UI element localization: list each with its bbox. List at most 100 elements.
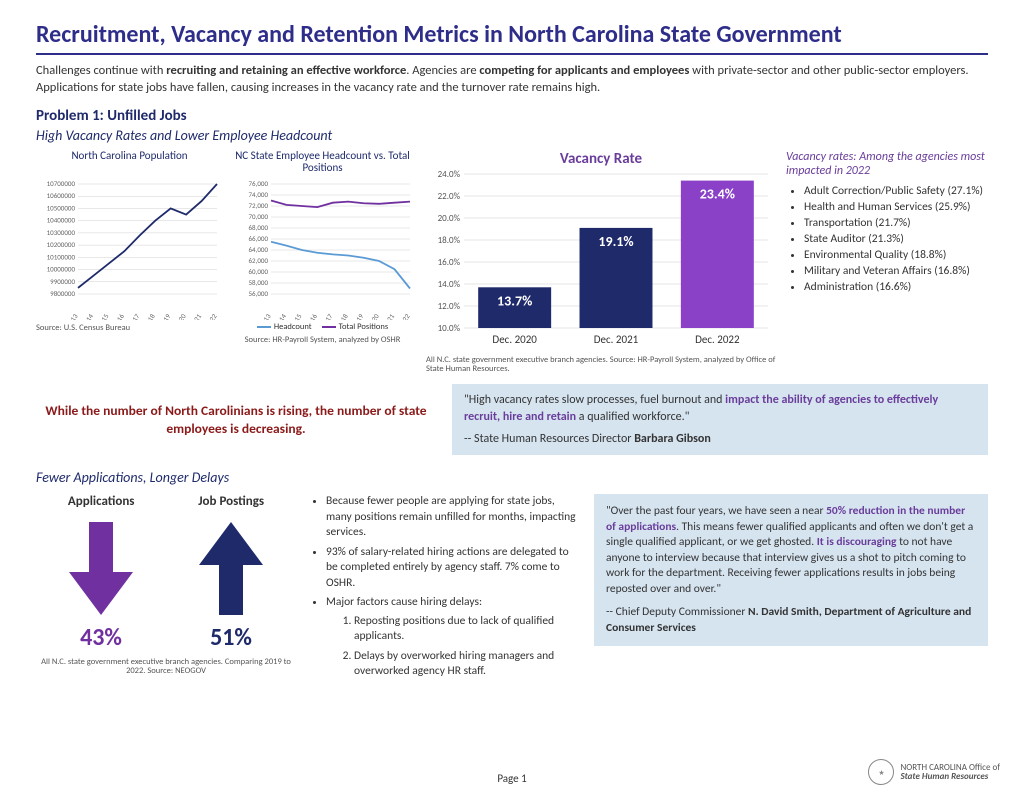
svg-text:2016: 2016 — [303, 311, 319, 319]
footer-org-2: State Human Resources — [900, 772, 1000, 781]
footer-logo: ★ NORTH CAROLINA Office of State Human R… — [868, 759, 1000, 785]
svg-text:2015: 2015 — [95, 311, 111, 319]
agency-item: Environmental Quality (18.8%) — [804, 247, 988, 263]
population-chart-title: North Carolina Population — [36, 150, 223, 176]
agency-item: Military and Veteran Affairs (16.8%) — [804, 263, 988, 279]
svg-text:2022: 2022 — [203, 311, 219, 319]
problem1-heading: Problem 1: Unfilled Jobs — [36, 107, 988, 125]
quote-attribution-name: Barbara Gibson — [634, 432, 711, 446]
svg-text:18.0%: 18.0% — [438, 235, 461, 246]
agency-item: Health and Human Services (25.9%) — [804, 199, 988, 215]
svg-text:60,000: 60,000 — [249, 267, 269, 276]
svg-text:Dec. 2022: Dec. 2022 — [695, 333, 740, 346]
section2-subhead: Fewer Applications, Longer Delays — [36, 469, 988, 486]
svg-text:68,000: 68,000 — [249, 223, 269, 232]
svg-text:56,000: 56,000 — [249, 289, 269, 298]
svg-text:10100000: 10100000 — [47, 252, 76, 261]
quote-attribution: -- State Human Resources Director — [464, 432, 634, 446]
quote-attribution: -- Chief Deputy Commissioner — [606, 605, 748, 619]
agency-item: Administration (16.6%) — [804, 279, 988, 295]
svg-text:10200000: 10200000 — [47, 240, 76, 249]
svg-text:12.0%: 12.0% — [438, 301, 461, 312]
svg-text:10000000: 10000000 — [47, 264, 76, 273]
applications-value: 43% — [80, 623, 122, 652]
quote-gibson: "High vacancy rates slow processes, fuel… — [452, 384, 988, 455]
delay-bullets: Because fewer people are applying for st… — [310, 494, 580, 684]
population-callout: While the number of North Carolinians is… — [36, 402, 436, 437]
svg-text:2019: 2019 — [157, 311, 173, 319]
svg-text:20.0%: 20.0% — [438, 213, 461, 224]
intro-text: . Agencies are — [406, 63, 479, 78]
intro-text: Challenges continue with — [36, 63, 166, 78]
svg-text:76,000: 76,000 — [249, 180, 269, 188]
svg-text:23.4%: 23.4% — [700, 185, 735, 202]
vacancy-chart: Vacancy Rate 10.0% 12.0% 14.0% 16.0% 18.0% 20… — [426, 150, 776, 375]
svg-text:13.7%: 13.7% — [497, 292, 532, 309]
state-seal-icon: ★ — [868, 759, 894, 785]
svg-text:9900000: 9900000 — [50, 277, 75, 286]
svg-text:66,000: 66,000 — [249, 234, 269, 243]
vacancy-chart-title: Vacancy Rate — [426, 150, 776, 168]
svg-text:2018: 2018 — [334, 311, 350, 319]
agencies-heading: Vacancy rates: Among the agencies most i… — [786, 150, 988, 179]
svg-text:10.0%: 10.0% — [438, 323, 461, 334]
svg-text:2015: 2015 — [288, 311, 304, 319]
headcount-chart: NC State Employee Headcount vs. Total Po… — [229, 150, 416, 375]
svg-text:2016: 2016 — [110, 311, 126, 319]
svg-text:9800000: 9800000 — [50, 289, 75, 298]
svg-text:2020: 2020 — [365, 311, 381, 319]
svg-text:16.0%: 16.0% — [438, 257, 461, 268]
down-arrow-icon — [61, 517, 141, 617]
svg-text:2014: 2014 — [80, 311, 96, 319]
svg-text:58,000: 58,000 — [249, 278, 269, 287]
svg-text:10600000: 10600000 — [47, 191, 76, 200]
svg-text:70,000: 70,000 — [249, 212, 269, 221]
svg-text:2020: 2020 — [172, 311, 188, 319]
svg-text:74,000: 74,000 — [249, 190, 269, 199]
headcount-chart-title: NC State Employee Headcount vs. Total Po… — [229, 150, 416, 176]
ordered-item: Reposting positions due to lack of quali… — [354, 614, 580, 645]
agency-item: Adult Correction/Public Safety (27.1%) — [804, 183, 988, 199]
svg-text:10400000: 10400000 — [47, 215, 76, 224]
quote-smith: "Over the past four years, we have seen … — [594, 494, 988, 646]
postings-value: 51% — [210, 623, 252, 652]
legend-headcount: Headcount — [274, 322, 312, 332]
svg-text:Dec. 2021: Dec. 2021 — [594, 333, 639, 346]
headcount-legend: Headcount Total Positions — [229, 322, 416, 332]
postings-label: Job Postings — [198, 494, 264, 509]
svg-text:2013: 2013 — [64, 311, 80, 319]
applications-arrows: Applications Job Postings 43% 51% All N.… — [36, 494, 296, 677]
svg-text:2021: 2021 — [381, 311, 397, 319]
svg-text:10700000: 10700000 — [47, 180, 76, 188]
ordered-item: Delays by overworked hiring managers and… — [354, 649, 580, 680]
svg-text:19.1%: 19.1% — [598, 233, 633, 250]
bullet-text: Major factors cause hiring delays: — [326, 595, 482, 609]
quote-text: "High vacancy rates slow processes, fuel… — [464, 393, 725, 407]
svg-text:2019: 2019 — [350, 311, 366, 319]
svg-text:10500000: 10500000 — [47, 203, 76, 212]
svg-text:10300000: 10300000 — [47, 228, 76, 237]
agency-item: State Auditor (21.3%) — [804, 231, 988, 247]
svg-text:64,000: 64,000 — [249, 245, 269, 254]
intro-bold-1: recruiting and retaining an effective wo… — [166, 63, 406, 78]
page-title: Recruitment, Vacancy and Retention Metri… — [36, 20, 988, 55]
svg-text:2013: 2013 — [257, 311, 273, 319]
bullet-item: Major factors cause hiring delays: Repos… — [326, 595, 580, 680]
bullet-item: Because fewer people are applying for st… — [326, 494, 580, 541]
svg-text:2018: 2018 — [141, 311, 157, 319]
svg-text:72,000: 72,000 — [249, 201, 269, 210]
agencies-list-panel: Vacancy rates: Among the agencies most i… — [786, 150, 988, 375]
svg-text:2014: 2014 — [273, 311, 289, 319]
svg-text:2017: 2017 — [126, 311, 142, 319]
bullet-item: 93% of salary-related hiring actions are… — [326, 545, 580, 592]
applications-label: Applications — [68, 494, 135, 509]
quote-highlight: It is discouraging — [817, 535, 897, 549]
svg-text:14.0%: 14.0% — [438, 279, 461, 290]
quote-text: "Over the past four years, we have seen … — [606, 504, 826, 518]
svg-text:2017: 2017 — [319, 311, 335, 319]
svg-text:Dec. 2020: Dec. 2020 — [492, 333, 537, 346]
intro-paragraph: Challenges continue with recruiting and … — [36, 63, 988, 97]
up-arrow-icon — [191, 517, 271, 617]
problem1-subhead: High Vacancy Rates and Lower Employee He… — [36, 127, 988, 144]
arrows-source-note: All N.C. state government executive bran… — [36, 658, 296, 677]
